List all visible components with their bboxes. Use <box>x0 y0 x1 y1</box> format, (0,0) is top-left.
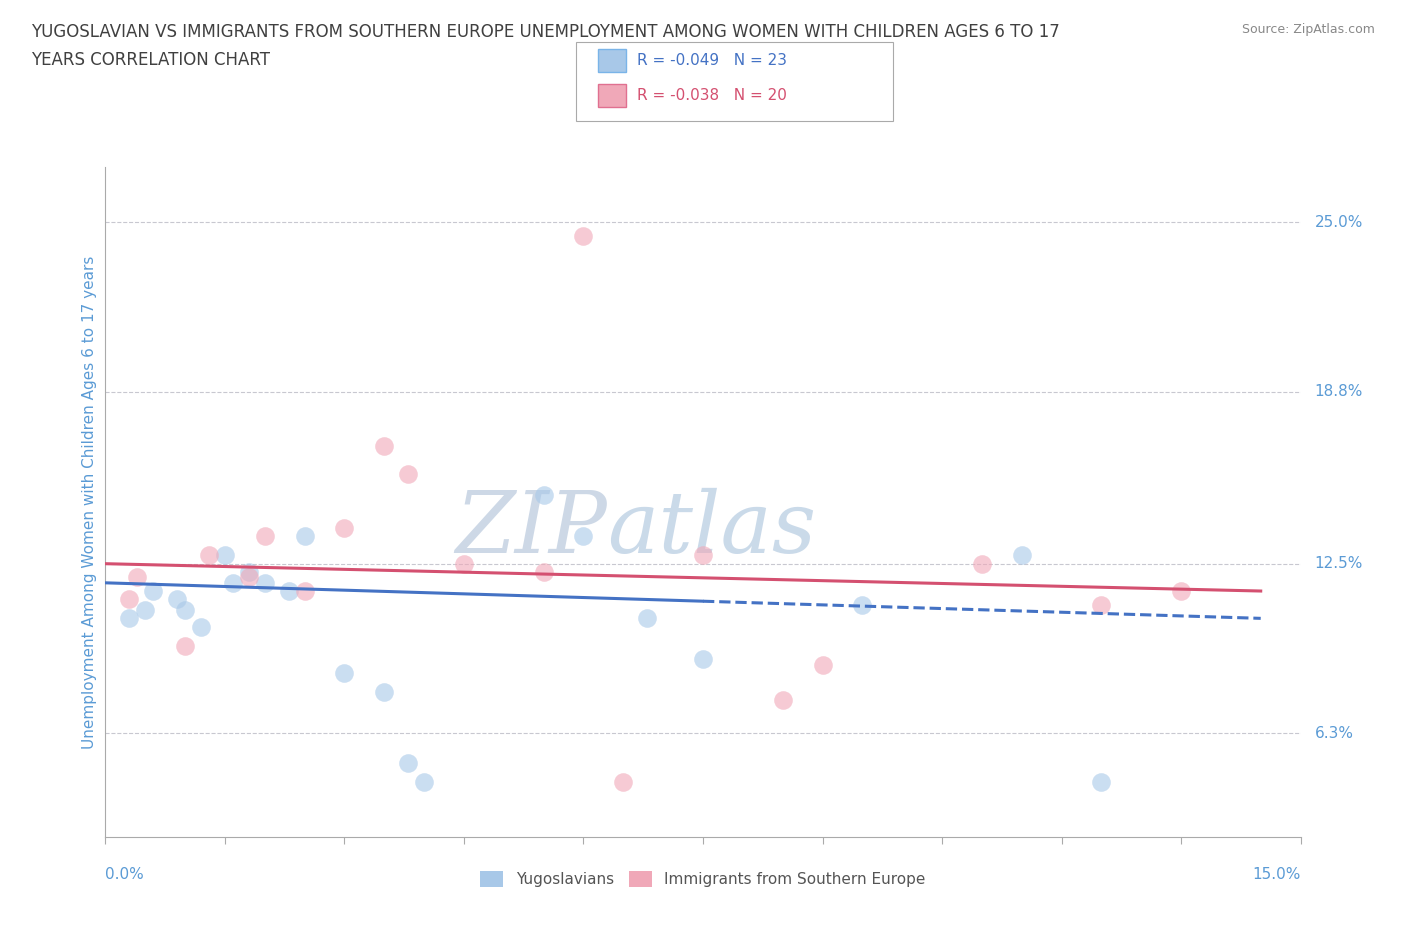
Point <box>333 666 356 681</box>
Point <box>1090 775 1112 790</box>
Point <box>572 529 595 544</box>
Point <box>453 556 475 571</box>
Point <box>413 775 436 790</box>
Point <box>238 565 260 579</box>
Text: YUGOSLAVIAN VS IMMIGRANTS FROM SOUTHERN EUROPE UNEMPLOYMENT AMONG WOMEN WITH CHI: YUGOSLAVIAN VS IMMIGRANTS FROM SOUTHERN … <box>31 23 1060 41</box>
Point <box>333 521 356 536</box>
Text: R = -0.049   N = 23: R = -0.049 N = 23 <box>637 53 787 68</box>
Point <box>851 597 873 612</box>
Y-axis label: Unemployment Among Women with Children Ages 6 to 17 years: Unemployment Among Women with Children A… <box>82 256 97 749</box>
Text: R = -0.038   N = 20: R = -0.038 N = 20 <box>637 87 787 103</box>
Point <box>142 584 165 599</box>
Text: YEARS CORRELATION CHART: YEARS CORRELATION CHART <box>31 51 270 69</box>
Text: 6.3%: 6.3% <box>1315 725 1354 740</box>
Point <box>118 611 141 626</box>
Point <box>127 570 149 585</box>
Point <box>533 565 555 579</box>
Point <box>811 658 834 672</box>
Point <box>373 684 395 699</box>
Point <box>396 466 419 481</box>
Text: Source: ZipAtlas.com: Source: ZipAtlas.com <box>1241 23 1375 36</box>
Point <box>294 584 316 599</box>
Legend: Yugoslavians, Immigrants from Southern Europe: Yugoslavians, Immigrants from Southern E… <box>474 865 932 893</box>
Text: ZIP: ZIP <box>456 487 607 570</box>
Point <box>970 556 993 571</box>
Point <box>1170 584 1192 599</box>
Point <box>373 439 395 454</box>
Point <box>253 529 276 544</box>
Point <box>134 603 156 618</box>
Point <box>222 576 245 591</box>
Point <box>174 603 197 618</box>
Point <box>166 591 188 606</box>
Point <box>772 693 794 708</box>
Point <box>533 488 555 503</box>
Point <box>198 548 221 563</box>
Point <box>253 576 276 591</box>
Point <box>277 584 299 599</box>
Text: 18.8%: 18.8% <box>1315 384 1362 399</box>
Point <box>190 619 212 634</box>
Point <box>692 548 714 563</box>
Point <box>294 529 316 544</box>
Point <box>174 638 197 653</box>
Point <box>214 548 236 563</box>
Point <box>572 228 595 243</box>
Point <box>692 652 714 667</box>
Point <box>636 611 658 626</box>
Point <box>238 570 260 585</box>
Text: 15.0%: 15.0% <box>1253 867 1301 882</box>
Text: 12.5%: 12.5% <box>1315 556 1362 571</box>
Text: atlas: atlas <box>607 487 817 570</box>
Point <box>1011 548 1033 563</box>
Point <box>118 591 141 606</box>
Text: 0.0%: 0.0% <box>105 867 145 882</box>
Point <box>396 756 419 771</box>
Point <box>612 775 634 790</box>
Text: 25.0%: 25.0% <box>1315 215 1362 230</box>
Point <box>1090 597 1112 612</box>
